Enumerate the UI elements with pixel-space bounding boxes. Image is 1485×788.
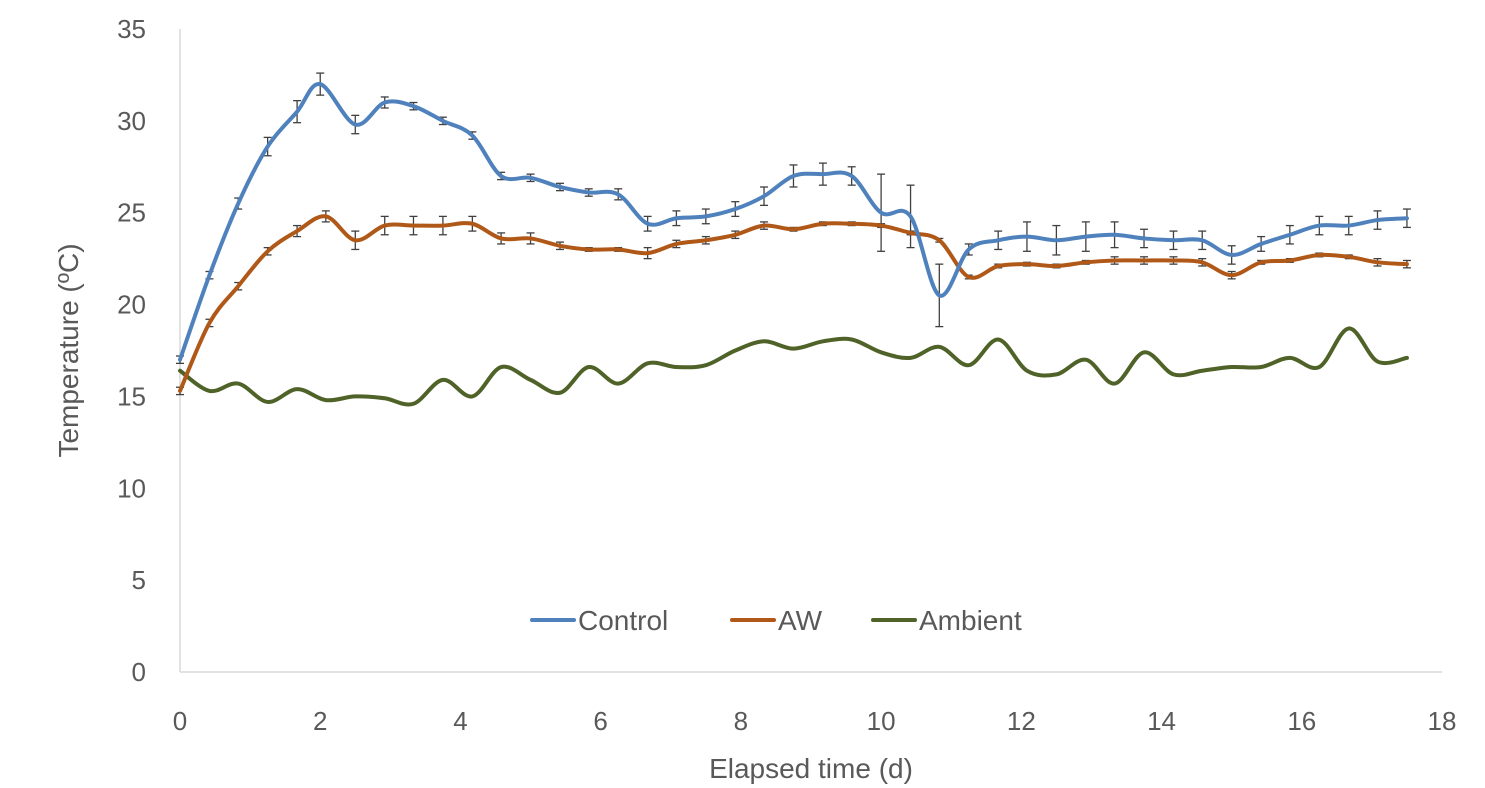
y-tick-label: 15 (117, 381, 146, 411)
y-tick-label: 25 (117, 198, 146, 228)
x-tick-label: 12 (1007, 706, 1036, 736)
x-tick-label: 14 (1147, 706, 1176, 736)
legend-label-ambient: Ambient (919, 605, 1022, 636)
y-axis-ticks: 0 5 10 15 20 25 30 35 (117, 14, 146, 687)
legend-label-control: Control (578, 605, 668, 636)
y-tick-label: 0 (132, 657, 146, 687)
x-tick-label: 2 (313, 706, 327, 736)
series-lines (178, 82, 1409, 407)
y-axis-title: Temperature (ºC) (53, 243, 84, 457)
series-line-aw (178, 214, 1409, 393)
y-tick-label: 30 (117, 106, 146, 136)
y-tick-label: 5 (132, 565, 146, 595)
x-tick-label: 4 (453, 706, 467, 736)
series-line-ambient (178, 326, 1409, 407)
y-tick-label: 35 (117, 14, 146, 44)
x-tick-label: 8 (734, 706, 748, 736)
x-tick-label: 0 (173, 706, 187, 736)
x-tick-label: 18 (1428, 706, 1457, 736)
error-bars (176, 72, 1411, 396)
x-axis-title: Elapsed time (d) (709, 753, 913, 784)
x-tick-label: 10 (867, 706, 896, 736)
legend: Control AW Ambient (530, 605, 1022, 636)
legend-label-aw: AW (778, 605, 823, 636)
y-tick-label: 20 (117, 290, 146, 320)
x-tick-label: 16 (1287, 706, 1316, 736)
series-line-control (178, 82, 1409, 362)
y-tick-label: 10 (117, 473, 146, 503)
axes (179, 29, 1442, 673)
x-tick-label: 6 (593, 706, 607, 736)
x-axis-ticks: 0 2 4 6 8 10 12 14 16 18 (173, 706, 1457, 736)
